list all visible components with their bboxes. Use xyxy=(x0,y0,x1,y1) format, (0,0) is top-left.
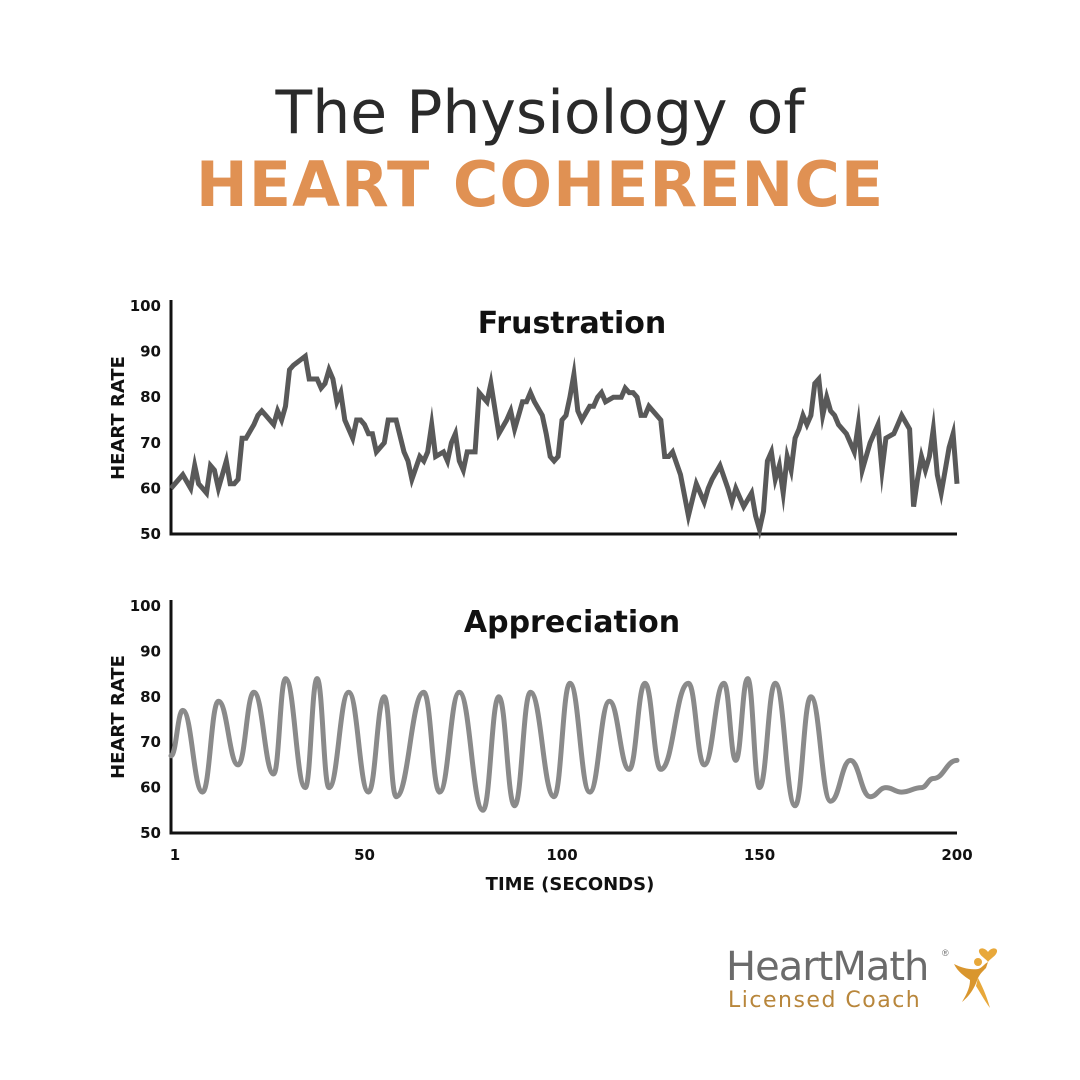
frustration-y-tick-label: 100 xyxy=(130,297,161,315)
frustration-y-axis-title: HEART RATE xyxy=(108,356,129,480)
appreciation-y-tick-label: 90 xyxy=(140,642,161,660)
appreciation-x-tick-label: 50 xyxy=(354,846,375,864)
frustration-y-tick-label: 50 xyxy=(140,525,161,543)
appreciation-y-tick-label: 80 xyxy=(140,688,161,706)
frustration-axis xyxy=(169,300,957,536)
frustration-y-tick-label: 70 xyxy=(140,434,161,452)
frustration-y-tick-label: 80 xyxy=(140,388,161,406)
appreciation-axis xyxy=(169,600,957,835)
appreciation-y-axis-title: HEART RATE xyxy=(108,655,129,779)
appreciation-x-tick-label: 200 xyxy=(941,846,972,864)
frustration-chart-title: Frustration xyxy=(478,306,667,341)
logo-brand-text: HeartMath xyxy=(726,944,929,990)
appreciation-x-tick-label: 150 xyxy=(744,846,775,864)
appreciation-y-tick-label: 60 xyxy=(140,779,161,797)
appreciation-chart-title: Appreciation xyxy=(464,605,680,640)
appreciation-y-ticks: 100 90 80 70 60 50 xyxy=(130,597,161,842)
frustration-y-ticks: 100 90 80 70 60 50 xyxy=(130,297,161,543)
appreciation-y-tick-label: 50 xyxy=(140,824,161,842)
page-title-line2: HEART COHERENCE xyxy=(195,148,885,221)
page-title-line1: The Physiology of xyxy=(275,78,805,148)
frustration-chart: Frustration HEART RATE 100 90 80 70 60 50 xyxy=(108,297,960,543)
appreciation-x-axis-title: TIME (SECONDS) xyxy=(486,874,655,895)
appreciation-x-ticks: 1 50 100 150 200 xyxy=(170,846,973,864)
appreciation-x-tick-label: 1 xyxy=(170,846,180,864)
appreciation-x-tick-label: 100 xyxy=(546,846,577,864)
appreciation-y-tick-label: 100 xyxy=(130,597,161,615)
frustration-y-tick-label: 90 xyxy=(140,343,161,361)
appreciation-y-tick-label: 70 xyxy=(140,733,161,751)
frustration-series-line xyxy=(169,351,960,540)
heartmath-logo: HeartMath ® Licensed Coach xyxy=(726,944,1016,1024)
logo-subtitle: Licensed Coach xyxy=(728,988,922,1013)
frustration-y-tick-label: 60 xyxy=(140,479,161,497)
logo-figure-icon xyxy=(954,948,998,1008)
appreciation-series-line xyxy=(168,676,960,813)
logo-registered-mark: ® xyxy=(942,948,949,958)
